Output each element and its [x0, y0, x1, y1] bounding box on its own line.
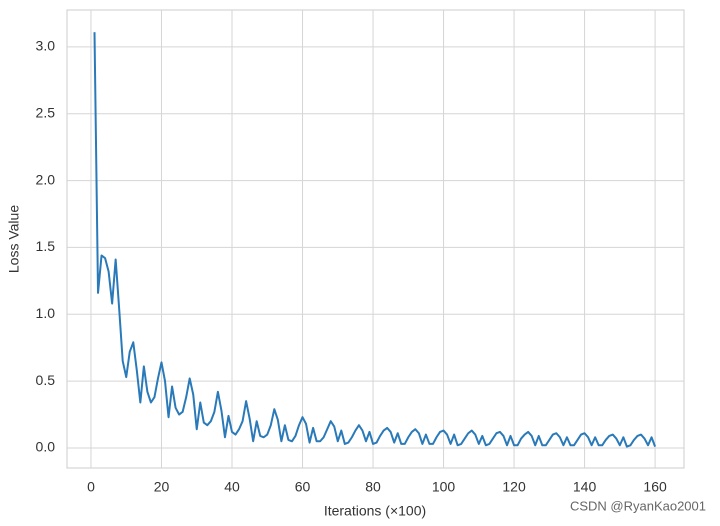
- x-axis-label: Iterations (×100): [324, 503, 426, 519]
- y-tick-label: 0.5: [36, 372, 56, 388]
- line-series: [93, 32, 657, 448]
- y-axis-label: Loss Value: [6, 205, 22, 273]
- y-tick-label: 1.0: [36, 305, 56, 321]
- x-tick-label: 20: [154, 479, 170, 495]
- x-tick-label: 100: [432, 479, 456, 495]
- x-tick-label: 60: [295, 479, 311, 495]
- x-tick-label: 80: [365, 479, 381, 495]
- y-tick-label: 2.5: [36, 104, 56, 120]
- x-tick-label: 120: [502, 479, 526, 495]
- x-tick-label: 140: [573, 479, 597, 495]
- y-tick-label: 2.0: [36, 171, 56, 187]
- x-tick-label: 40: [224, 479, 240, 495]
- y-tick-label: 0.0: [36, 439, 56, 455]
- watermark: CSDN @RyanKao2001: [570, 498, 706, 513]
- x-tick-label: 0: [87, 479, 95, 495]
- y-tick-label: 3.0: [36, 38, 56, 54]
- x-tick-label: 160: [643, 479, 667, 495]
- y-tick-label: 1.5: [36, 238, 56, 254]
- plot-area: [66, 9, 685, 469]
